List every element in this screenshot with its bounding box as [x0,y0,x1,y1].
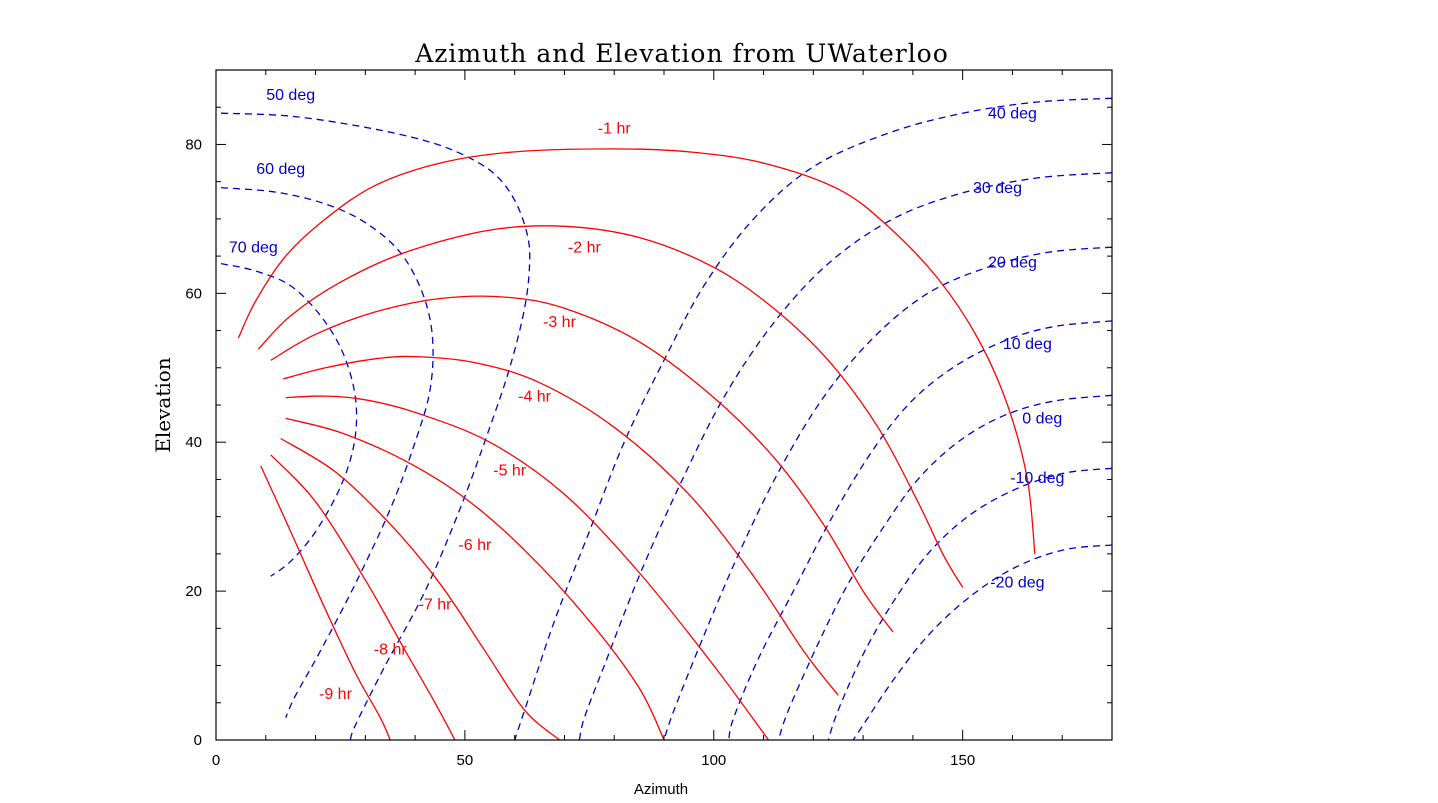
declination-line-60-deg [220,186,434,718]
hour-angle-label--2-hr: -2 hr [568,239,602,256]
x-tick-label-0: 0 [212,752,220,769]
x-axis-label: Azimuth [634,781,688,798]
declination-line-50-deg [220,112,531,740]
hour-angle-line--1-hr [237,148,1036,554]
declination-label-0-deg: 0 deg [1022,411,1062,428]
chart-title: Azimuth and Elevation from UWaterloo [414,39,949,68]
declination-label-30-deg: 30 deg [973,180,1022,197]
hour-angle-line--3-hr [270,295,894,633]
x-tick-label-50: 50 [457,752,474,769]
declination-label--20-deg: -20 deg [990,574,1044,591]
declination-line--20-deg [852,544,1112,740]
declination-line-30-deg [578,172,1112,740]
declination-line-0-deg [777,394,1112,740]
plot-frame [215,69,1113,741]
y-tick-label-40: 40 [185,434,202,451]
hour-angle-line--4-hr [283,355,839,696]
declination-line-10-deg [728,320,1112,740]
declination-label--10-deg: -10 deg [1010,470,1064,487]
declination-label-50-deg: 50 deg [266,87,315,104]
hour-angle-label--3-hr: -3 hr [543,314,577,331]
hour-angle-line--2-hr [257,225,964,588]
declination-label-60-deg: 60 deg [256,161,305,178]
y-tick-label-0: 0 [194,732,202,749]
hour-angle-label--8-hr: -8 hr [374,641,408,658]
y-tick-label-20: 20 [185,583,202,600]
declination-line--10-deg [827,467,1112,740]
x-tick-label-150: 150 [950,752,975,769]
y-axis-label: Elevation [151,357,175,453]
hour-angle-line--7-hr [280,437,560,740]
hour-angle-line--5-hr [285,395,770,740]
axis-ticks: 0 50 100 150 0 20 40 60 80 [185,69,1113,769]
declination-label-70-deg: 70 deg [229,239,278,256]
declination-line-40-deg [514,97,1112,740]
declination-line-20-deg [663,246,1112,740]
hour-angle-line--9-hr [260,465,391,740]
series-layer [220,97,1112,740]
y-tick-label-80: 80 [185,136,202,153]
hour-angle-label--4-hr: -4 hr [518,388,552,405]
hour-angle-label--5-hr: -5 hr [493,463,527,480]
series-label-layer: 50 deg 60 deg 70 deg 40 deg 30 deg 20 deg 10 d… [229,87,1065,703]
y-tick-label-60: 60 [185,285,202,302]
declination-label-20-deg: 20 deg [988,254,1037,271]
hour-angle-line--6-hr [285,417,665,740]
hour-angle-label--6-hr: -6 hr [458,537,492,554]
declination-label-10-deg: 10 deg [1003,336,1052,353]
hour-angle-label--1-hr: -1 hr [598,120,632,137]
x-tick-label-100: 100 [701,752,726,769]
hour-angle-label--7-hr: -7 hr [419,597,453,614]
declination-label-40-deg: 40 deg [988,105,1037,122]
hour-angle-line--8-hr [270,454,456,740]
declination-line-70-deg [220,262,358,577]
hour-angle-label--9-hr: -9 hr [319,686,353,703]
